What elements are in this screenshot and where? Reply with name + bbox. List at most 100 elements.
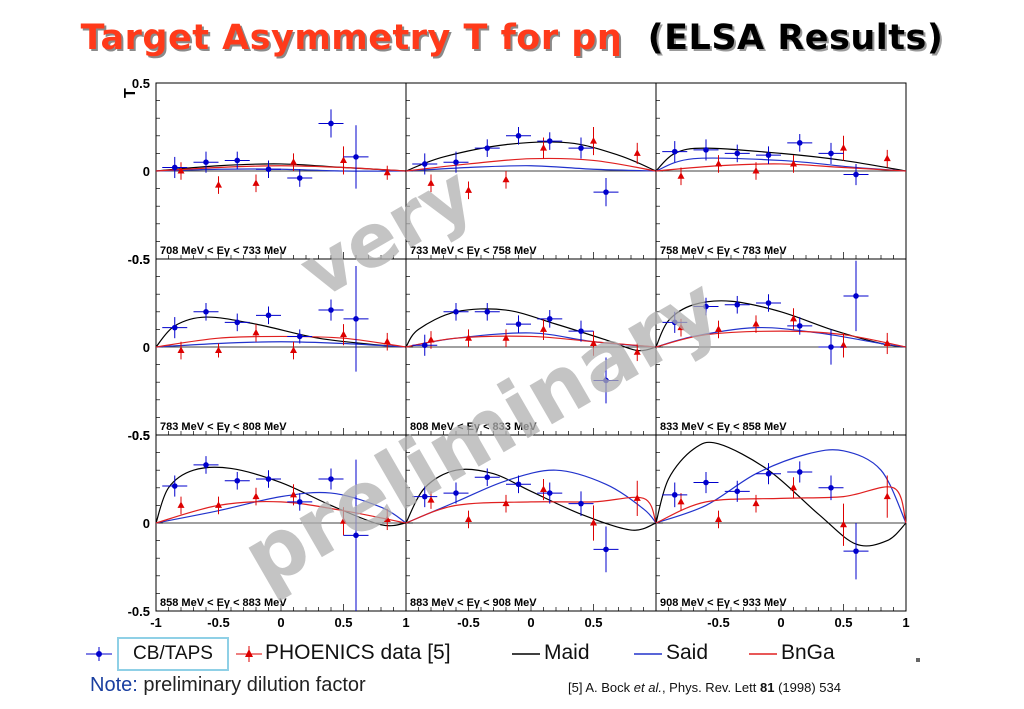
cbtaps-point [734,301,741,308]
y-tick-label: 0 [143,340,150,355]
phoenics-point [883,339,891,346]
legend-said-line [634,653,662,655]
legend-maid: Maid [544,641,590,664]
x-tick-label: 0 [277,615,284,630]
panel-1: 708 MeV < Eγ < 733 MeV [155,82,407,260]
cbtaps-point [703,479,709,486]
ref-middle: , Phys. Rev. Lett [661,680,760,695]
cbtaps-point [796,469,803,475]
cbtaps-point [265,166,272,173]
cbtaps-point [234,319,241,326]
cbtaps-point [828,344,834,350]
maid-curve [655,441,907,547]
cbtaps-point [203,309,209,315]
x-tick-label: -0.5 [457,615,479,630]
cbtaps-point [171,483,178,489]
phoenics-point [633,494,641,501]
ref-etal: et al. [633,680,662,695]
cbtaps-point [484,474,491,481]
phoenics-point [715,159,722,167]
phoenics-point [215,181,222,188]
y-tick-label: 0.5 [132,76,150,91]
phoenics-point [540,485,547,493]
cbtaps-point [828,485,834,491]
bnga-curve [655,330,907,348]
cbtaps-point [265,476,272,482]
panel-label: 733 MeV < Eγ < 758 MeV [410,245,537,257]
phoenics-point [290,346,297,354]
cbtaps-point [703,303,709,310]
maid-curve [655,147,907,172]
ref-suffix: (1998) 534 [774,680,841,695]
y-tick-label: 0.5 [132,428,150,443]
panel-label: 833 MeV < Eγ < 858 MeV [660,421,787,433]
cbtaps-point [353,532,359,539]
x-tick-label: -0.5 [707,615,729,630]
phoenics-point [290,490,297,498]
cbtaps-point [703,147,709,153]
panel-6: 833 MeV < Eγ < 858 MeV [655,258,907,436]
cbtaps-point [734,488,741,495]
panel-2: 733 MeV < Eγ < 758 MeV [405,82,657,260]
cbtaps-point [328,476,334,482]
cbtaps-point [578,500,584,507]
said-curve [655,449,907,524]
x-tick-label: 0 [777,615,784,630]
stray-dot [916,658,920,662]
y-tick-label: 0 [143,164,150,179]
legend-phoenics-marker [236,646,262,662]
legend-said: Said [666,641,709,664]
cbtaps-point [765,152,772,158]
phoenics-point [590,339,597,346]
phoenics-point [752,499,760,507]
cbtaps-point [546,138,553,144]
phoenics-point [427,335,435,343]
phoenics-point [465,186,472,193]
phoenics-point [540,325,547,332]
phoenics-point [383,337,391,345]
cbtaps-point [796,323,803,329]
cbtaps-point [203,462,209,468]
phoenics-point [465,334,472,341]
panel-label: 908 MeV < Eγ < 933 MeV [660,597,787,609]
phoenics-point [290,158,297,165]
cbtaps-point [353,154,359,160]
cbtaps-point [421,342,428,349]
phoenics-point [340,330,347,338]
cbtaps-point [765,300,772,306]
panel-label: 858 MeV < Eγ < 883 MeV [160,597,287,609]
maid-curve [405,141,657,172]
phoenics-point [590,519,597,526]
cbtaps-point [671,492,678,498]
reference: [5] A. Bock et al., Phys. Rev. Lett 81 (… [568,680,841,695]
maid-curve [405,308,657,352]
cbtaps-point [853,171,859,178]
note-label: Note: [90,674,138,696]
panel-4: 783 MeV < Eγ < 808 MeV [155,258,407,436]
phoenics-point [340,517,347,524]
phoenics-point [840,144,847,151]
legend-cbtaps: CB/TAPS [117,637,229,671]
phoenics-point [677,323,685,331]
watermark-line-2: preliminary [228,259,736,607]
x-tick-label: 1 [402,615,409,630]
phoenics-point [540,144,547,151]
cbtaps-point [765,470,772,477]
cbtaps-point [171,324,178,331]
bnga-curve [655,163,907,172]
phoenics-point [427,179,435,186]
title-main: Target Asymmetry T for pη [80,18,623,58]
cbtaps-point [296,499,303,505]
cbtaps-point [453,309,459,315]
cbtaps-point [296,333,303,340]
note: Note: preliminary dilution factor [90,674,366,697]
x-tick-label: 0.5 [584,615,602,630]
phoenics-point [752,167,760,174]
x-tick-label: -0.5 [207,615,229,630]
bnga-curve [405,335,657,348]
phoenics-point [502,175,510,183]
cbtaps-point [234,157,241,164]
phoenics-point [427,496,435,503]
y-tick-label: 0.5 [132,252,150,267]
cbtaps-point [265,312,272,319]
